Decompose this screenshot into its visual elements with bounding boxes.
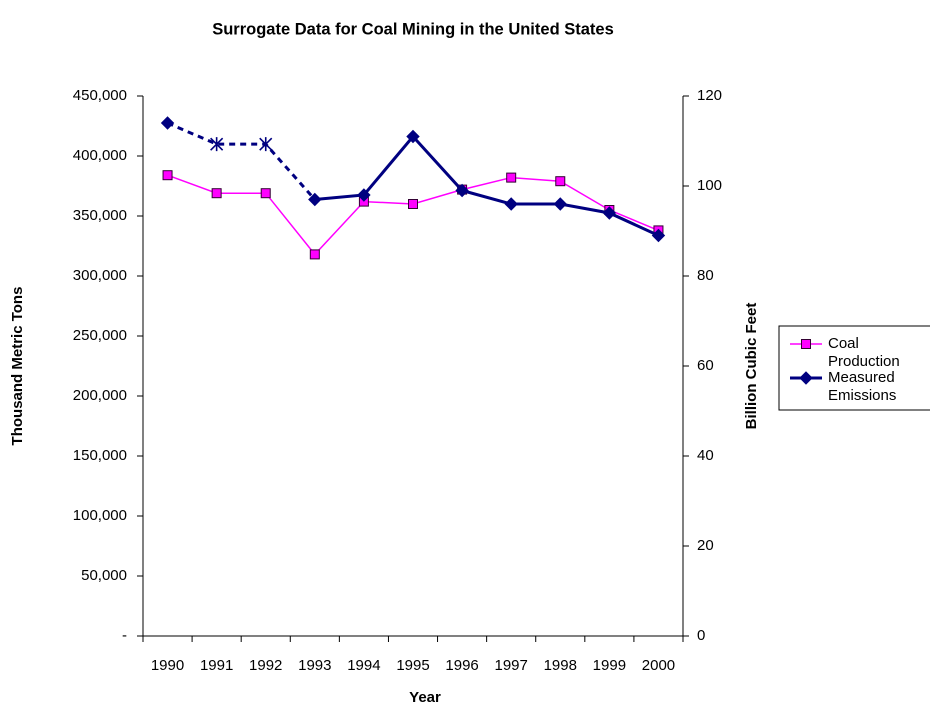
y-tick-label: 400,000 [73, 147, 127, 164]
marker [309, 249, 320, 260]
y-tick-label: 450,000 [73, 87, 127, 104]
series-line [167, 174, 659, 256]
y-tick-label: 150,000 [73, 447, 127, 464]
y2-tick-label: 40 [697, 447, 714, 464]
legend-label: Measured Emissions [828, 369, 897, 404]
marker [308, 192, 322, 207]
marker [408, 199, 418, 209]
marker [357, 188, 371, 202]
marker [799, 371, 813, 385]
series-line [314, 134, 660, 237]
x-axis-title: Year [409, 689, 441, 706]
y-tick-label: 300,000 [73, 267, 127, 284]
marker [602, 206, 617, 220]
x-tick-label: 1995 [396, 657, 429, 674]
y-tick-label: 350,000 [73, 207, 127, 224]
marker [506, 172, 517, 183]
y2-tick-label: 100 [697, 177, 722, 194]
y2-tick-label: 60 [697, 357, 714, 374]
y-tick-label: - [122, 627, 127, 644]
marker [259, 137, 273, 152]
y2-tick-label: 80 [697, 267, 714, 284]
legend-label: Coal Production [828, 335, 900, 370]
marker [406, 129, 420, 144]
x-tick-label: 1999 [593, 657, 626, 674]
y-tick-label: 200,000 [73, 387, 127, 404]
y2-tick-label: 20 [697, 537, 714, 554]
y-axis-title: Thousand Metric Tons [9, 287, 26, 446]
marker [162, 170, 173, 181]
marker [504, 197, 518, 211]
marker [211, 188, 222, 199]
marker [555, 176, 566, 187]
marker [651, 228, 666, 243]
marker [260, 188, 271, 199]
marker [160, 116, 175, 130]
x-tick-label: 1998 [544, 657, 577, 674]
y2-tick-label: 120 [697, 87, 722, 104]
x-tick-label: 1996 [445, 657, 478, 674]
marker [801, 339, 811, 349]
x-tick-label: 1992 [249, 657, 282, 674]
x-tick-label: 2000 [642, 657, 675, 674]
marker [455, 183, 469, 198]
y2-tick-label: 0 [697, 627, 705, 644]
x-tick-label: 1994 [347, 657, 380, 674]
y-tick-label: 100,000 [73, 507, 127, 524]
x-tick-label: 1991 [200, 657, 233, 674]
x-tick-label: 1997 [494, 657, 527, 674]
series-line [166, 121, 316, 201]
y-tick-label: 50,000 [81, 567, 127, 584]
y2-axis-title: Billion Cubic Feet [743, 303, 760, 430]
x-tick-label: 1990 [151, 657, 184, 674]
y-tick-label: 250,000 [73, 327, 127, 344]
marker [210, 137, 224, 152]
x-tick-label: 1993 [298, 657, 331, 674]
marker [553, 197, 567, 211]
chart-title: Surrogate Data for Coal Mining in the Un… [212, 20, 614, 38]
